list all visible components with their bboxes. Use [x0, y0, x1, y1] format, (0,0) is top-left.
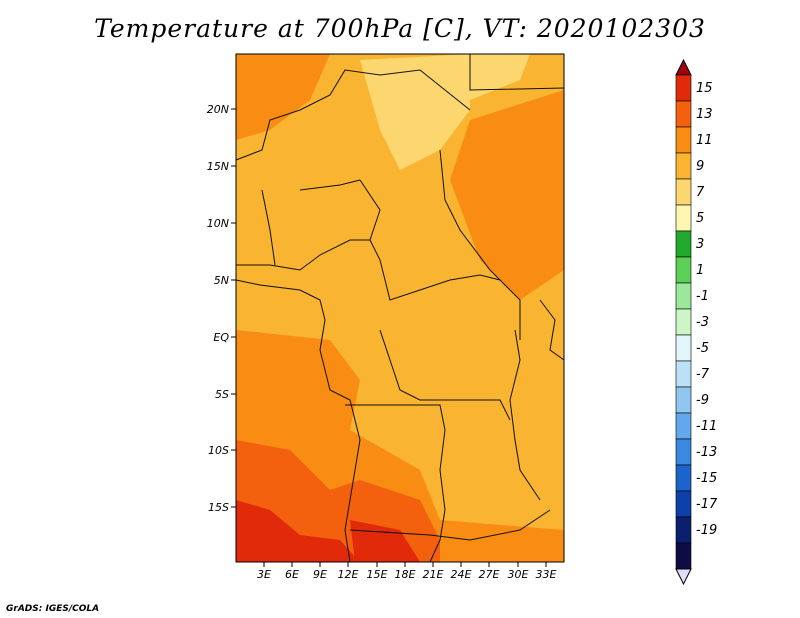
colorbar-segment [675, 334, 692, 362]
lon-label: 24E [451, 568, 472, 581]
lon-labels: 3E 6E 9E 12E 15E 18E 21E 24E 27E 30E 33E [257, 568, 556, 581]
colorbar-segment [675, 126, 692, 154]
colorbar-label: 15 [696, 81, 713, 96]
map-title: Temperature at 700hPa [C], VT: 202010230… [94, 14, 706, 43]
colorbar-label: -11 [696, 419, 717, 434]
lat-label: 10N [207, 217, 229, 230]
lon-label: 6E [285, 568, 299, 581]
colorbar-segment [675, 308, 692, 336]
colorbar-label: 5 [696, 211, 704, 226]
lon-label: 12E [338, 568, 359, 581]
credit-text: GrADS: IGES/COLA [6, 604, 100, 614]
colorbar-label: -1 [696, 289, 709, 304]
colorbar-label: -17 [696, 497, 718, 512]
lon-label: 3E [257, 568, 271, 581]
colorbar-label: -3 [696, 315, 709, 330]
lon-label: 27E [479, 568, 500, 581]
temperature-field [236, 54, 564, 562]
lon-ticks [263, 562, 547, 567]
map-frame [235, 53, 565, 563]
field-orange-north [236, 54, 330, 140]
colorbar-segment [675, 438, 692, 466]
country-borders [235, 54, 565, 563]
colorbar-segment [675, 490, 692, 518]
colorbar-label: 9 [696, 159, 704, 174]
colorbar-segment [675, 256, 692, 284]
colorbar-label: -15 [696, 471, 717, 486]
colorbar-label: 7 [696, 185, 705, 200]
colorbar-label: -19 [696, 523, 717, 538]
colorbar-segment [675, 230, 692, 258]
lat-ticks [231, 108, 236, 508]
colorbar-segment [675, 74, 692, 102]
colorbar-segment [675, 412, 692, 440]
lat-label: 10S [208, 444, 229, 457]
colorbar-segment [675, 386, 692, 414]
lat-label: 5N [214, 274, 229, 287]
colorbar: 15 13 11 9 7 5 3 1 -1 -3 -5 -7 -9 -11 -13 -15 -17 -19 [675, 58, 718, 586]
colorbar-segment [675, 204, 692, 232]
colorbar-bottom-arrow [675, 568, 692, 586]
field-pale-ne [470, 54, 530, 100]
colorbar-segment [675, 152, 692, 180]
colorbar-label: 3 [696, 237, 704, 252]
colorbar-segment [675, 542, 692, 570]
colorbar-segment [675, 516, 692, 544]
colorbar-segment [675, 100, 692, 128]
lon-label: 21E [423, 568, 444, 581]
colorbar-label: -9 [696, 393, 709, 408]
colorbar-segment [675, 360, 692, 388]
field-pale-north [360, 54, 470, 170]
colorbar-label: 11 [696, 133, 713, 148]
lon-label: 33E [536, 568, 557, 581]
lat-label: EQ [213, 331, 229, 344]
colorbar-segment [675, 464, 692, 492]
colorbar-label: 13 [696, 107, 713, 122]
lat-label: 20N [207, 103, 229, 116]
field-red-sw [236, 500, 360, 562]
lat-label: 5S [215, 388, 229, 401]
colorbar-top-arrow [675, 58, 692, 76]
lat-label: 15N [207, 160, 229, 173]
lat-label: 15S [208, 501, 229, 514]
lon-label: 15E [367, 568, 388, 581]
lon-label: 9E [313, 568, 327, 581]
colorbar-label: -13 [696, 445, 717, 460]
colorbar-label: -7 [696, 367, 710, 382]
colorbar-segment [675, 178, 692, 206]
lon-label: 18E [395, 568, 416, 581]
colorbar-segment [675, 282, 692, 310]
field-red-mid [350, 520, 420, 562]
colorbar-label: -5 [696, 341, 709, 356]
lon-label: 30E [508, 568, 529, 581]
lat-labels: 20N 15N 10N 5N EQ 5S 10S 15S [207, 103, 230, 514]
field-orange-east [450, 90, 564, 300]
colorbar-label: 1 [696, 263, 704, 278]
